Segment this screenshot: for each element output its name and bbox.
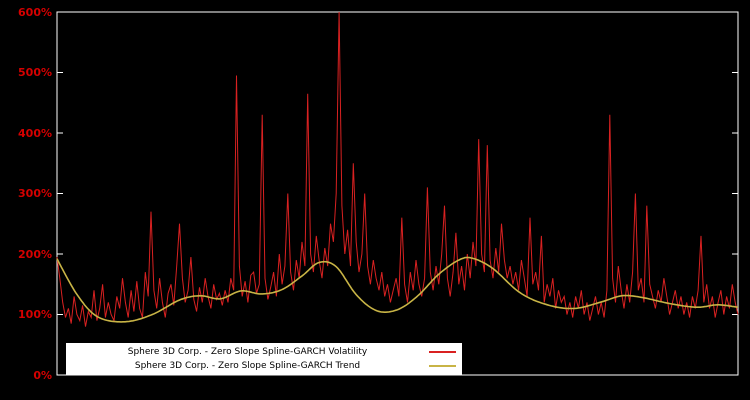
y-tick-label: 200% [18, 247, 52, 261]
volatility-series-line [56, 11, 739, 327]
legend-line-sample-trend [429, 365, 456, 367]
y-tick-label: 300% [18, 187, 52, 200]
legend-label-trend: Sphere 3D Corp. - Zero Slope Spline-GARC… [134, 361, 361, 371]
legend: Sphere 3D Corp. - Zero Slope Spline-GARC… [66, 343, 462, 375]
legend-entry-trend: Sphere 3D Corp. - Zero Slope Spline-GARC… [70, 359, 456, 373]
y-tick-label: 600% [18, 5, 52, 19]
legend-line-sample-volatility [429, 351, 456, 353]
legend-label-volatility: Sphere 3D Corp. - Zero Slope Spline-GARC… [127, 347, 368, 357]
legend-entry-volatility: Sphere 3D Corp. - Zero Slope Spline-GARC… [70, 345, 456, 359]
y-tick-label: 0% [33, 368, 52, 382]
y-tick-label: 100% [18, 308, 52, 321]
y-tick-label: 400% [18, 126, 52, 140]
trend-series-line [56, 256, 739, 323]
y-tick-label: 500% [18, 66, 52, 79]
